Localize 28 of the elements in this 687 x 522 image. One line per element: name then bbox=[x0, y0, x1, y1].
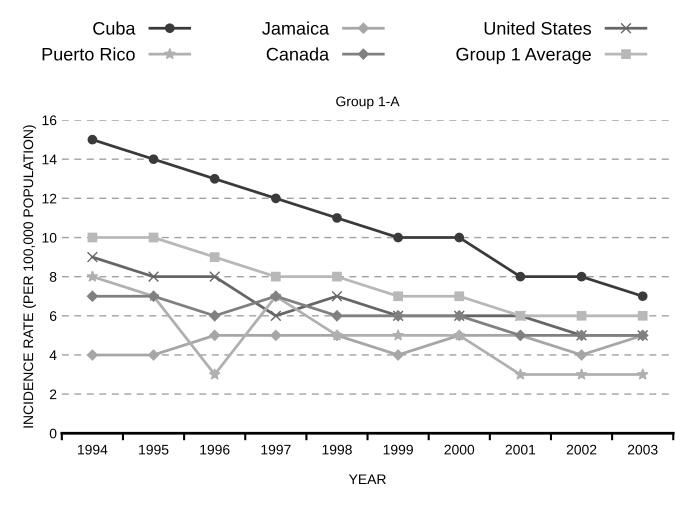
y-tick-label: 0 bbox=[50, 428, 56, 438]
y-tick-label: 14 bbox=[42, 154, 57, 164]
legend-label: Canada bbox=[266, 47, 330, 61]
y-tick-label: 4 bbox=[50, 350, 57, 360]
legend-label: Puerto Rico bbox=[42, 47, 135, 61]
x-tick-label: 1994 bbox=[78, 444, 108, 455]
x-axis-title: YEAR bbox=[348, 474, 386, 484]
y-tick-label: 12 bbox=[42, 194, 56, 204]
y-tick-label: 2 bbox=[50, 389, 56, 400]
legend-label: United States bbox=[484, 21, 592, 35]
x-tick-label: 2001 bbox=[506, 444, 536, 455]
legend-label: Group 1 Average bbox=[456, 48, 591, 64]
x-tick-label: 2000 bbox=[444, 444, 474, 455]
y-tick-label: 16 bbox=[42, 115, 56, 126]
legend-label: Jamaica bbox=[262, 21, 330, 35]
y-tick-label: 10 bbox=[42, 232, 56, 243]
x-tick-label: 1995 bbox=[139, 444, 168, 455]
x-tick-label: 1999 bbox=[384, 444, 413, 455]
x-tick-label: 2002 bbox=[566, 444, 596, 455]
x-tick-label: 2003 bbox=[628, 444, 658, 455]
y-axis-title: INCIDENCE RATE (PER 100,000 POPULATION) bbox=[23, 125, 36, 428]
legend-label: Cuba bbox=[93, 21, 136, 35]
x-tick-label: 1997 bbox=[261, 444, 291, 455]
x-tick-label: 1996 bbox=[200, 444, 230, 455]
x-tick-label: 1998 bbox=[322, 444, 352, 455]
y-tick-label: 6 bbox=[50, 311, 56, 321]
chart-title: Group 1-A bbox=[336, 96, 400, 110]
y-tick-label: 8 bbox=[50, 272, 56, 282]
